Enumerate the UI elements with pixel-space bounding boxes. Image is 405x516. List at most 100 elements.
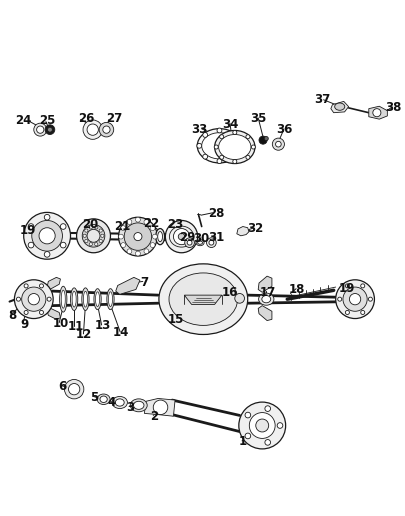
Ellipse shape xyxy=(159,264,248,334)
Circle shape xyxy=(239,402,286,449)
Ellipse shape xyxy=(130,399,147,412)
Circle shape xyxy=(249,413,275,439)
Circle shape xyxy=(259,136,267,144)
Circle shape xyxy=(233,131,237,135)
Text: 38: 38 xyxy=(385,101,401,115)
Text: 19: 19 xyxy=(339,282,355,295)
Ellipse shape xyxy=(115,399,124,406)
Circle shape xyxy=(60,242,66,248)
Text: 21: 21 xyxy=(115,220,131,233)
Circle shape xyxy=(85,229,88,232)
Circle shape xyxy=(185,238,194,248)
Text: 22: 22 xyxy=(143,217,159,230)
Circle shape xyxy=(220,135,224,139)
Circle shape xyxy=(345,284,350,288)
Circle shape xyxy=(36,126,44,133)
Circle shape xyxy=(85,239,88,243)
Circle shape xyxy=(237,143,242,148)
Circle shape xyxy=(245,412,251,418)
Circle shape xyxy=(252,145,256,149)
Ellipse shape xyxy=(158,232,162,241)
Circle shape xyxy=(233,159,237,164)
Circle shape xyxy=(45,125,55,135)
Text: 31: 31 xyxy=(209,231,225,244)
Text: 15: 15 xyxy=(168,313,184,326)
Ellipse shape xyxy=(97,394,110,405)
Circle shape xyxy=(214,145,218,149)
Text: 29: 29 xyxy=(179,231,195,244)
Ellipse shape xyxy=(196,239,204,246)
Ellipse shape xyxy=(82,288,89,311)
Text: 2: 2 xyxy=(150,410,158,423)
Ellipse shape xyxy=(109,292,113,307)
Ellipse shape xyxy=(112,396,128,409)
Ellipse shape xyxy=(60,286,67,312)
Text: 7: 7 xyxy=(140,276,148,289)
Circle shape xyxy=(99,229,102,232)
Circle shape xyxy=(119,234,124,239)
Circle shape xyxy=(272,138,284,150)
Ellipse shape xyxy=(215,131,255,164)
Circle shape xyxy=(83,234,86,237)
Circle shape xyxy=(150,225,155,231)
Text: 34: 34 xyxy=(222,118,238,131)
Circle shape xyxy=(343,287,367,311)
Circle shape xyxy=(264,137,268,140)
Ellipse shape xyxy=(134,401,144,409)
Ellipse shape xyxy=(156,229,164,245)
Text: 3: 3 xyxy=(126,401,134,414)
Circle shape xyxy=(173,229,190,245)
Circle shape xyxy=(209,240,214,245)
Ellipse shape xyxy=(262,296,271,303)
Text: 4: 4 xyxy=(108,396,116,409)
Polygon shape xyxy=(47,307,60,319)
Circle shape xyxy=(144,249,149,254)
Text: 5: 5 xyxy=(90,391,98,404)
Polygon shape xyxy=(184,295,222,304)
Circle shape xyxy=(39,284,43,288)
Circle shape xyxy=(350,294,361,305)
Text: 9: 9 xyxy=(21,318,29,331)
Text: 16: 16 xyxy=(222,286,238,299)
Text: 18: 18 xyxy=(289,283,305,296)
Circle shape xyxy=(103,126,110,133)
Circle shape xyxy=(16,291,34,308)
Polygon shape xyxy=(258,305,272,320)
Circle shape xyxy=(369,297,373,301)
Circle shape xyxy=(77,219,111,253)
Text: 30: 30 xyxy=(194,232,210,245)
Ellipse shape xyxy=(94,288,101,310)
Circle shape xyxy=(24,311,28,314)
Polygon shape xyxy=(116,278,140,294)
Circle shape xyxy=(82,224,105,247)
Circle shape xyxy=(338,297,342,301)
Circle shape xyxy=(28,224,34,229)
Circle shape xyxy=(217,159,222,164)
Ellipse shape xyxy=(70,288,78,311)
Circle shape xyxy=(47,127,52,132)
Circle shape xyxy=(178,233,185,240)
Text: 24: 24 xyxy=(15,114,31,127)
Circle shape xyxy=(235,294,245,303)
Circle shape xyxy=(15,280,53,318)
Circle shape xyxy=(99,239,102,243)
Text: 19: 19 xyxy=(20,224,36,237)
Text: 37: 37 xyxy=(315,93,331,106)
Circle shape xyxy=(246,155,250,159)
Text: 33: 33 xyxy=(191,123,207,136)
Text: 26: 26 xyxy=(78,112,94,125)
Circle shape xyxy=(231,133,236,137)
Circle shape xyxy=(44,215,50,220)
Circle shape xyxy=(47,297,51,301)
Circle shape xyxy=(101,234,104,237)
Ellipse shape xyxy=(61,290,65,308)
Text: 11: 11 xyxy=(67,320,83,333)
Circle shape xyxy=(39,228,55,244)
Circle shape xyxy=(68,383,80,395)
Text: 6: 6 xyxy=(58,380,66,393)
Circle shape xyxy=(60,224,66,229)
Circle shape xyxy=(83,120,102,139)
Polygon shape xyxy=(369,106,387,119)
Ellipse shape xyxy=(198,241,202,244)
Circle shape xyxy=(99,122,114,137)
